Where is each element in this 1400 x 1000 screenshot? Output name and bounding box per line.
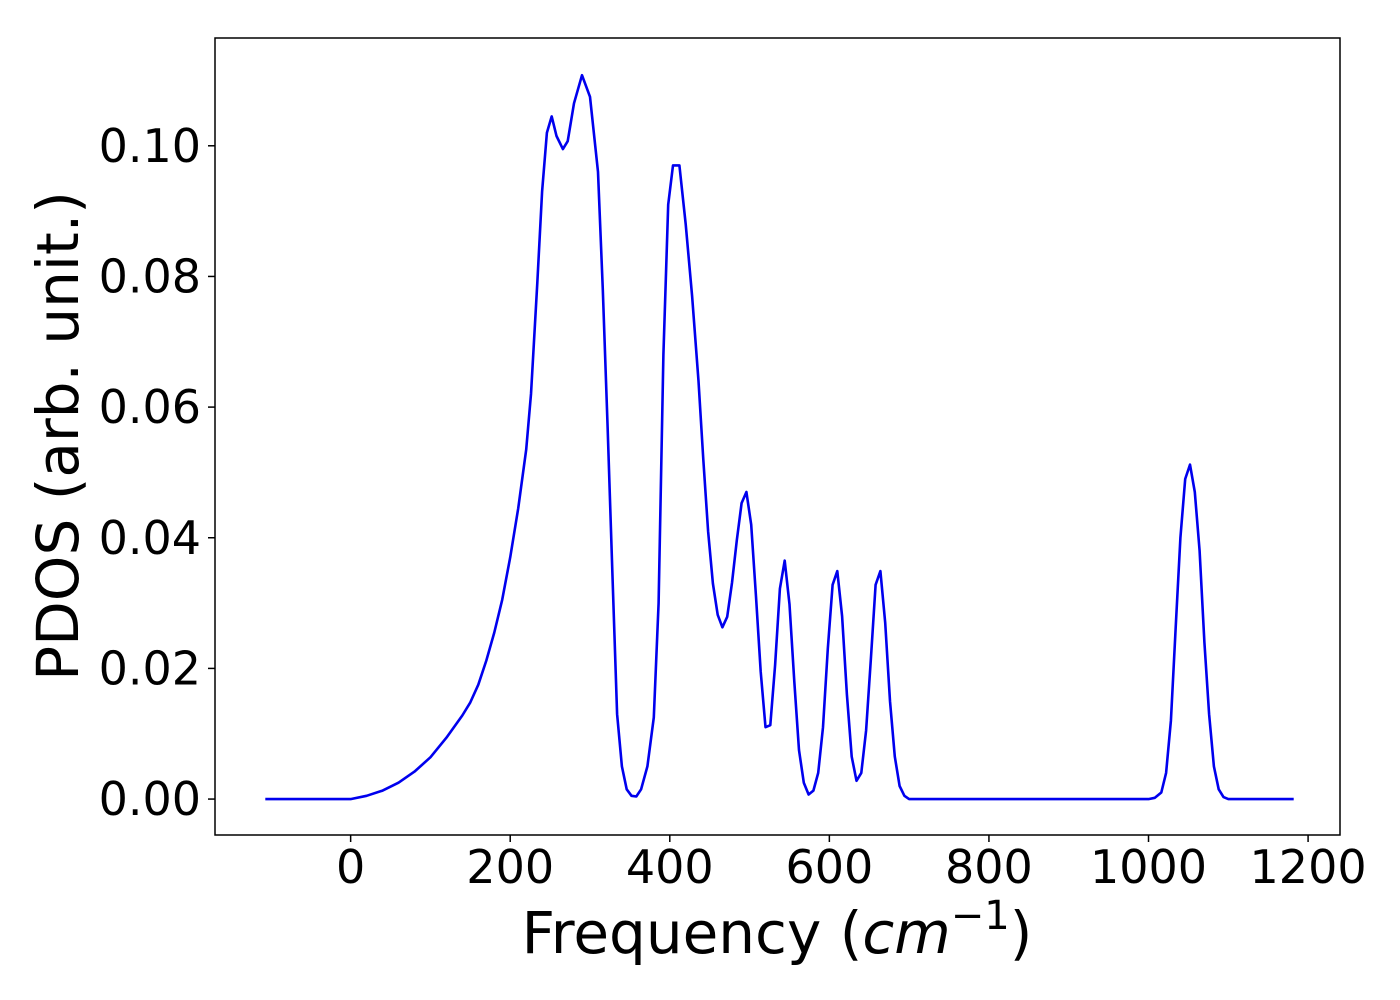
x-tick-label: 200 [466,840,554,894]
x-tick-label: 0 [336,840,365,894]
x-tick-label: 800 [945,840,1033,894]
series-layer [265,73,1294,801]
y-tick-label: 0.00 [99,772,201,826]
x-tick-label: 1000 [1090,840,1207,894]
x-axis-ticks: 0 200 400 600 800 1000 1200 [336,835,1367,894]
x-axis-label-text: Frequency ( [522,899,863,967]
y-tick-label: 0.08 [99,249,201,303]
y-tick-label: 0.06 [99,380,201,434]
y-tick-label: 0.02 [99,641,201,695]
x-tick-label: 600 [785,840,873,894]
y-axis-ticks: 0.00 0.02 0.04 0.06 0.08 0.10 [99,119,215,826]
x-tick-label: 1200 [1250,840,1367,894]
x-axis-label-exponent: −1 [951,893,1010,939]
x-axis-label-close: ) [1010,899,1033,967]
x-axis-label: Frequency (cm−1) [522,893,1033,967]
plot-frame [214,37,1341,836]
y-tick-label: 0.10 [99,119,201,173]
x-axis-label-unit: cm [862,899,950,967]
pdos-series-line [265,73,1294,801]
y-tick-label: 0.04 [99,511,201,565]
y-axis-label: PDOS (arb. unit.) [24,191,92,681]
x-tick-label: 400 [626,840,714,894]
